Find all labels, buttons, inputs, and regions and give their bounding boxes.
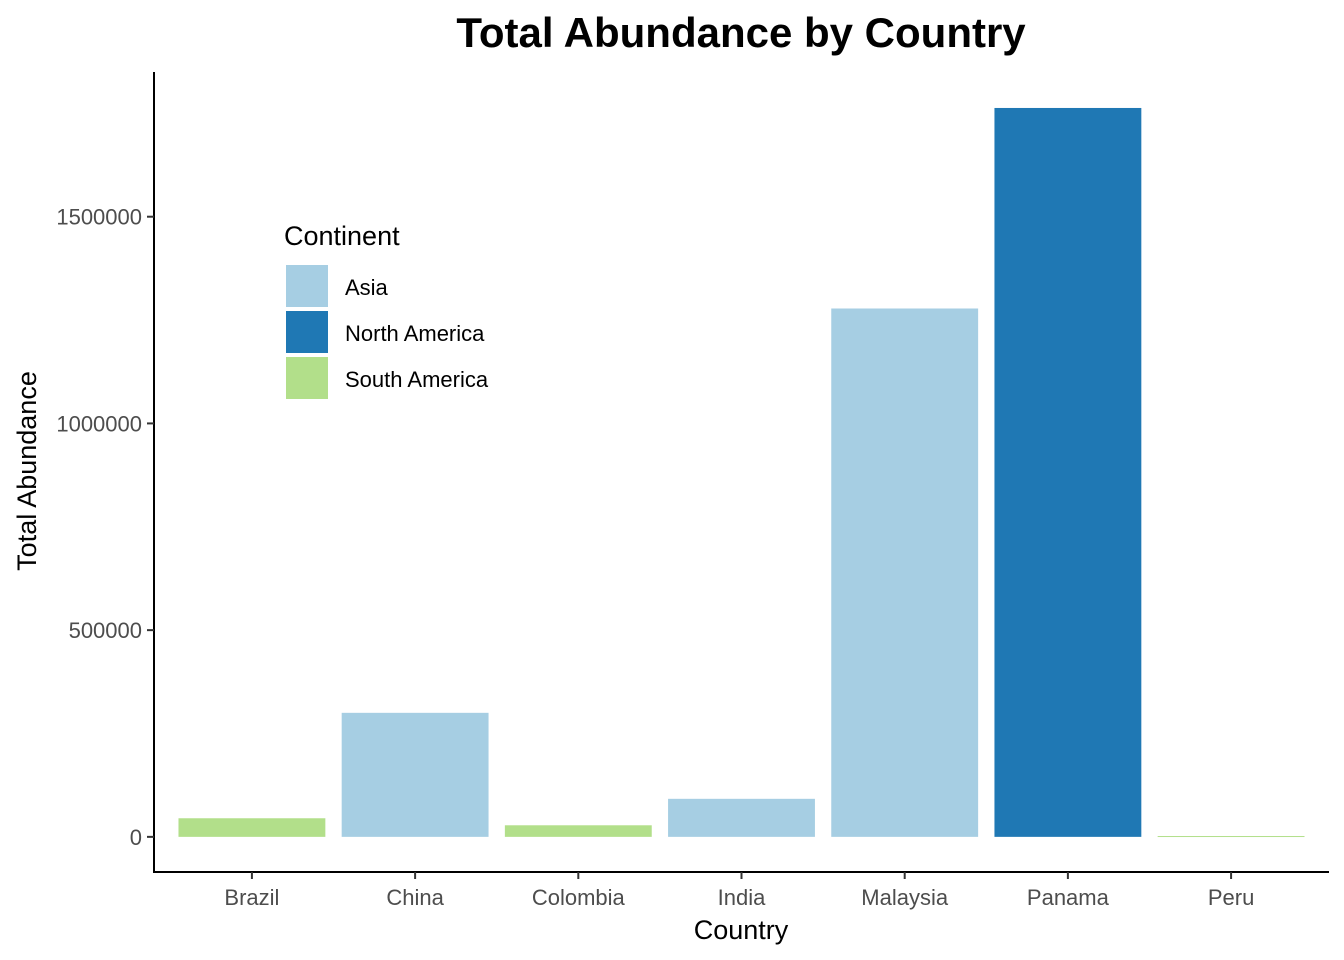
bar-brazil <box>178 818 326 837</box>
x-tick-label: China <box>386 885 444 910</box>
x-tick-label: India <box>718 885 766 910</box>
y-tick-label: 1000000 <box>56 411 142 436</box>
bar-colombia <box>504 825 652 837</box>
x-tick-label: Malaysia <box>861 885 949 910</box>
legend-label: South America <box>345 367 489 392</box>
x-tick-label: Panama <box>1027 885 1110 910</box>
y-ticks-group: 0 500000 1000000 1500000 <box>56 205 154 850</box>
chart-title: Total Abundance by Country <box>456 9 1026 56</box>
legend-label: North America <box>345 321 485 346</box>
y-tick-label: 0 <box>130 825 142 850</box>
y-axis-title: Total Abundance <box>12 371 42 571</box>
bars-group <box>178 107 1305 838</box>
y-tick-label: 500000 <box>69 618 142 643</box>
legend-title: Continent <box>284 221 400 251</box>
legend-swatch <box>286 311 328 353</box>
legend: Continent Asia North America South America <box>284 221 489 399</box>
bar-india <box>668 798 815 837</box>
x-tick-label: Brazil <box>224 885 279 910</box>
bar-panama <box>994 107 1142 837</box>
x-ticks-group: Brazil China Colombia India Malaysia Panama Pe… <box>224 872 1254 910</box>
bar-malaysia <box>831 308 979 837</box>
legend-swatch <box>286 265 328 307</box>
legend-swatch <box>286 357 328 399</box>
y-tick-label: 1500000 <box>56 205 142 230</box>
legend-items: Asia North America South America <box>286 265 489 399</box>
bar-peru <box>1157 836 1305 838</box>
legend-label: Asia <box>345 275 389 300</box>
x-axis-title: Country <box>694 915 789 945</box>
x-tick-label: Colombia <box>532 885 626 910</box>
x-tick-label: Peru <box>1208 885 1254 910</box>
bar-china <box>341 712 489 837</box>
